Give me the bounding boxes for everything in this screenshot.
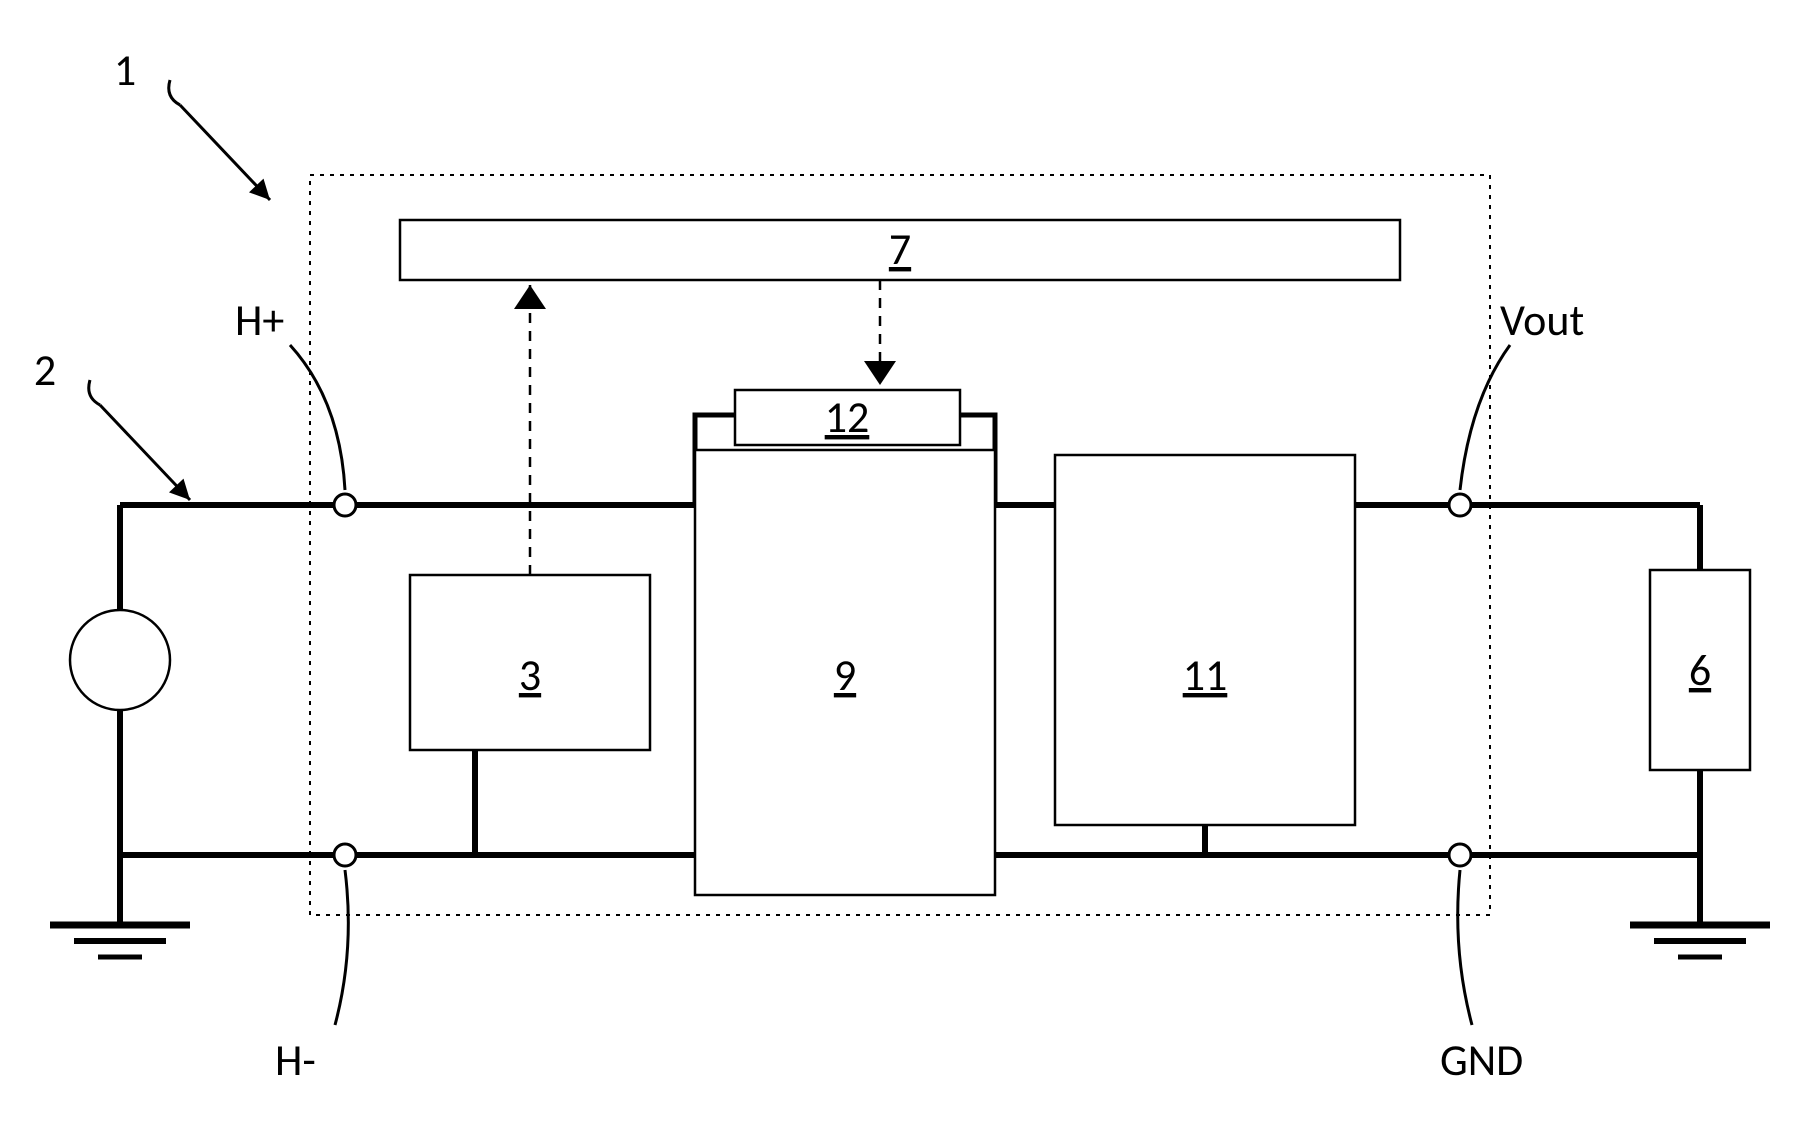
node-H_plus <box>334 494 356 516</box>
leader-Vout <box>1460 345 1510 490</box>
pin-label-H_plus: H+ <box>235 293 284 347</box>
pointer-p1-label: 1 <box>114 43 136 97</box>
leader-GND <box>1458 870 1472 1025</box>
node-GND <box>1449 844 1471 866</box>
node-Vout <box>1449 494 1471 516</box>
block-9-label: 9 <box>834 648 856 702</box>
block-11-label: 11 <box>1183 648 1228 702</box>
pointer-p2-tail <box>89 380 100 405</box>
node-H_minus <box>334 844 356 866</box>
pin-label-GND: GND <box>1440 1033 1523 1087</box>
arrow-3-to-7-head <box>514 285 546 309</box>
arrow-7-to-12-head <box>864 361 896 385</box>
block-7-label: 7 <box>889 222 911 276</box>
leader-H_plus <box>290 345 345 490</box>
block-12-label: 12 <box>825 390 870 444</box>
pin-label-H_minus: H- <box>275 1033 316 1087</box>
pointer-p1-tail <box>169 80 180 105</box>
block-6-label: 6 <box>1689 643 1711 697</box>
leader-H_minus <box>335 870 348 1025</box>
block-11 <box>1055 455 1355 825</box>
block-3-label: 3 <box>519 648 541 702</box>
pointer-p2-label: 2 <box>34 343 56 397</box>
pin-label-Vout: Vout <box>1500 293 1584 347</box>
source-symbol <box>70 610 170 710</box>
